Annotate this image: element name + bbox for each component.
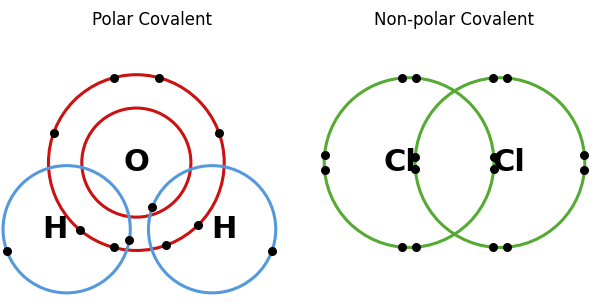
Text: H: H xyxy=(42,215,67,244)
Text: H: H xyxy=(211,215,237,244)
Text: Cl: Cl xyxy=(493,148,525,177)
Text: Non-polar Covalent: Non-polar Covalent xyxy=(375,11,534,29)
Text: O: O xyxy=(124,148,149,177)
Text: Polar Covalent: Polar Covalent xyxy=(92,11,211,29)
Text: Cl: Cl xyxy=(384,148,416,177)
